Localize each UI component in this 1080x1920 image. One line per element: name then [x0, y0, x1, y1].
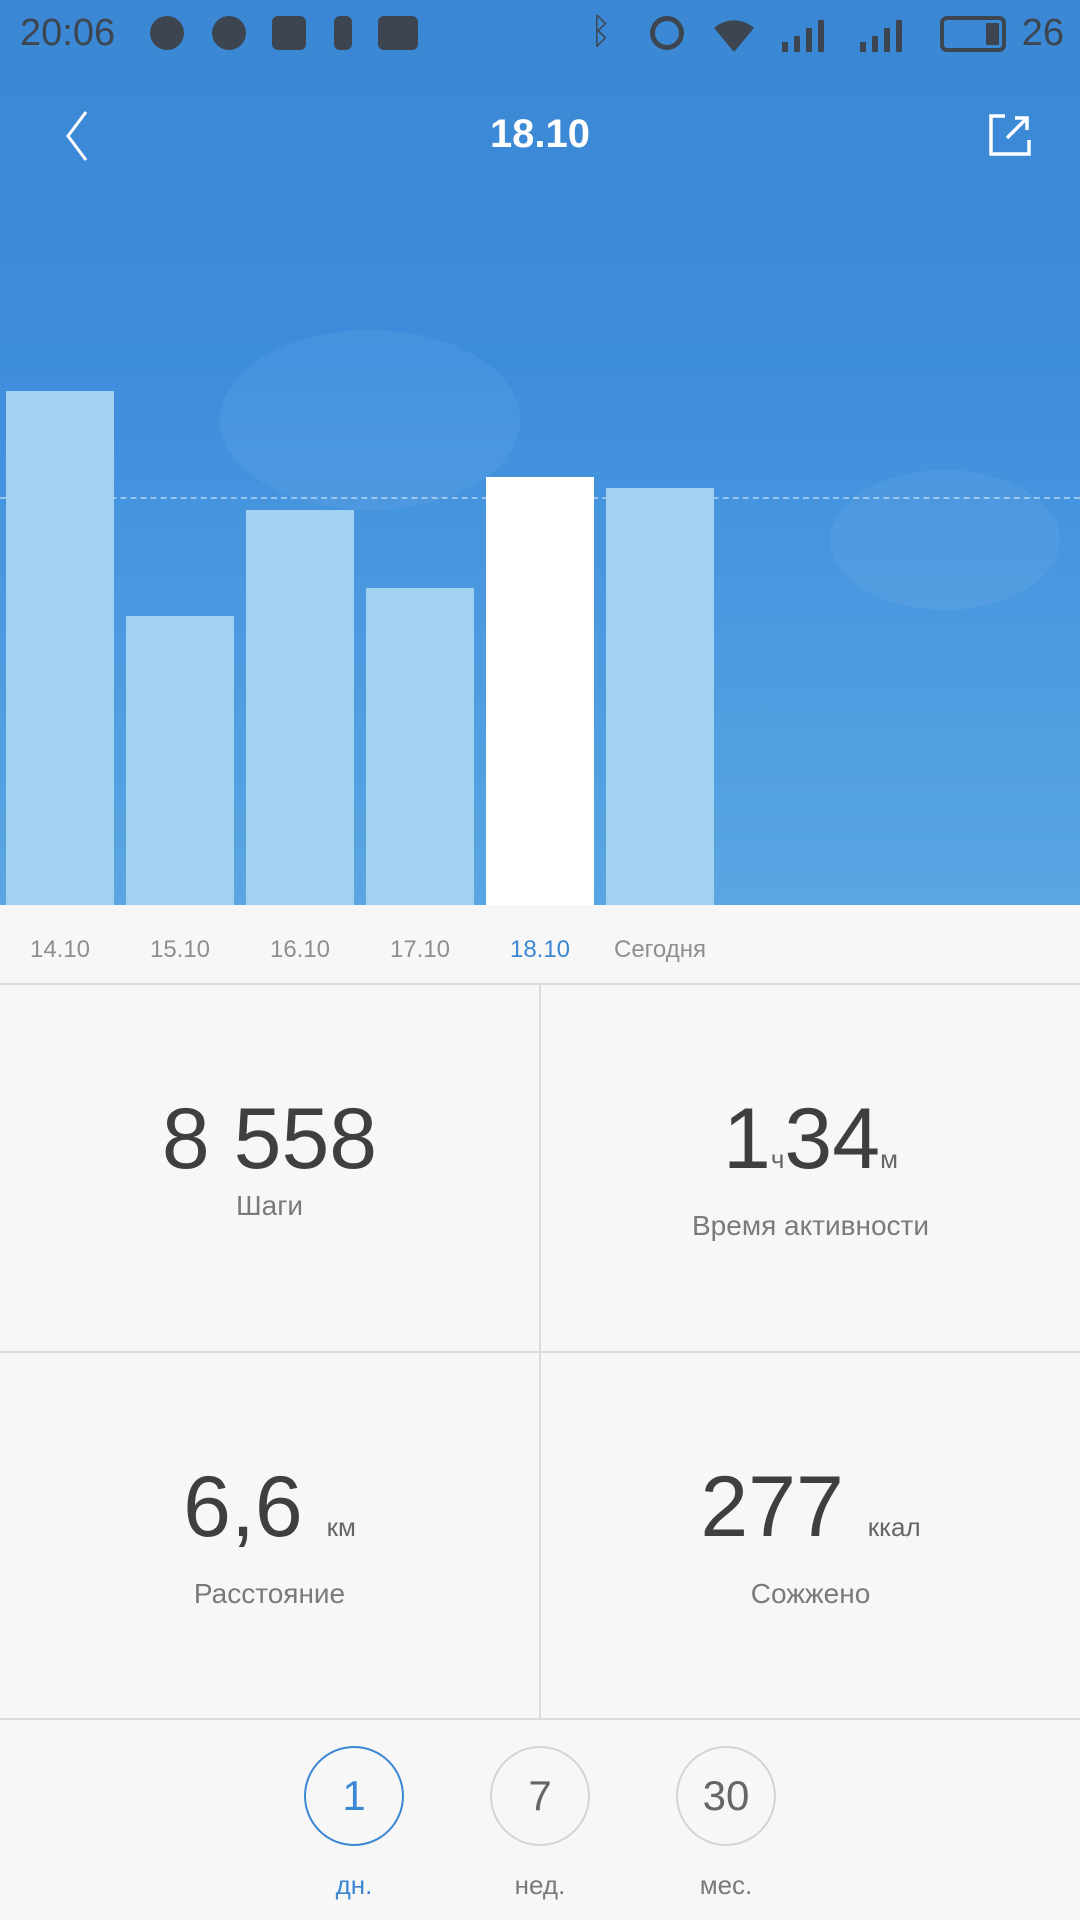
signal-icon [860, 20, 902, 52]
battery-level: 26 [1021, 12, 1064, 54]
cloud-decoration [830, 470, 1060, 610]
alarm-icon [650, 16, 684, 50]
calories-value: 277 [700, 1459, 844, 1555]
range-week-button[interactable]: 7 [490, 1746, 590, 1846]
active-hours: 1 [723, 1091, 771, 1187]
page-title: 18.10 [489, 112, 591, 156]
range-week-label: нед. [514, 1870, 566, 1900]
status-bar: 20:06 ᛒ 26 [0, 0, 1080, 70]
active-minutes: 34 [784, 1091, 881, 1187]
steps-stat: 8 558 Шаги [0, 1094, 539, 1222]
date-label[interactable]: 16.10 [269, 936, 331, 963]
share-icon[interactable] [985, 110, 1035, 160]
bluetooth-icon: ᛒ [590, 10, 612, 51]
distance-stat: 6,6 км Расстояние [0, 1462, 539, 1610]
date-label[interactable]: 14.10 [29, 936, 91, 963]
battery-icon [940, 16, 1006, 52]
signal-3g-icon [782, 20, 824, 52]
image-icon [378, 16, 418, 50]
chart-bar[interactable] [366, 587, 474, 905]
date-label[interactable]: 15.10 [149, 936, 211, 963]
steps-label: Шаги [235, 1190, 304, 1221]
active-time-stat: 1ч34м Время активности [541, 1094, 1080, 1242]
cloud-decoration [220, 330, 520, 510]
chevron-left-icon[interactable] [60, 108, 110, 164]
facebook-icon [272, 16, 306, 50]
chart-bar[interactable] [606, 488, 714, 905]
range-day-button[interactable]: 1 [304, 1746, 404, 1846]
chart-bar[interactable] [126, 615, 234, 905]
distance-unit: км [326, 1512, 356, 1542]
calories-stat: 277 ккал Сожжено [541, 1462, 1080, 1610]
range-day-label: дн. [335, 1870, 373, 1900]
active-time-label: Время активности [692, 1210, 929, 1241]
battery-alert-icon [334, 16, 352, 50]
status-time: 20:06 [20, 12, 116, 54]
calories-unit: ккал [867, 1512, 921, 1542]
range-month-label: мес. [699, 1870, 753, 1900]
distance-label: Расстояние [193, 1578, 346, 1609]
messenger-icon [212, 16, 246, 50]
date-label[interactable]: 17.10 [389, 936, 451, 963]
date-label[interactable]: 18.10 [509, 936, 571, 963]
chart-bar[interactable] [246, 510, 354, 905]
range-month-button[interactable]: 30 [676, 1746, 776, 1846]
divider [0, 1718, 1080, 1720]
chart-bar[interactable] [486, 477, 594, 905]
hours-unit: ч [770, 1144, 785, 1174]
date-label[interactable]: Сегодня [614, 936, 706, 963]
minutes-unit: м [880, 1144, 898, 1174]
chart-header-area: 20:06 ᛒ 26 18.10 [0, 0, 1080, 905]
calories-label: Сожжено [750, 1578, 871, 1609]
chart-bar[interactable] [6, 391, 114, 905]
distance-value: 6,6 [183, 1459, 303, 1555]
chat-bubble-icon [150, 16, 184, 50]
steps-value: 8 558 [161, 1091, 378, 1187]
wifi-icon [714, 20, 754, 52]
divider [539, 983, 541, 1718]
